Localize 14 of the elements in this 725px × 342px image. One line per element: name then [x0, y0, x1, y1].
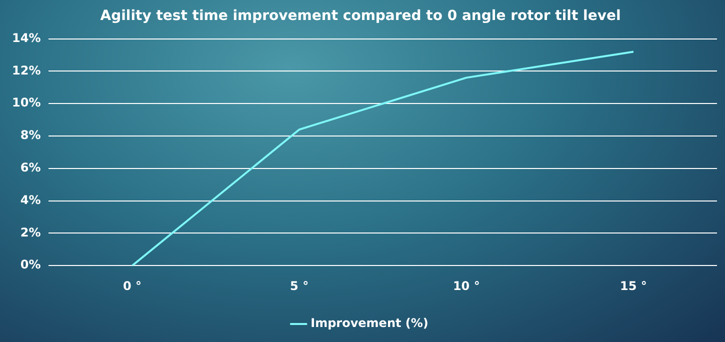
x-tick-label: 10 ° — [452, 278, 480, 293]
y-tick-label: 2% — [20, 225, 41, 240]
y-tick-label: 12% — [12, 63, 41, 78]
legend-label: Improvement (%) — [310, 316, 428, 330]
x-tick-label: 5 ° — [290, 278, 309, 293]
chart-title: Agility test time improvement compared to 0 angle rotor tilt level — [100, 8, 621, 24]
x-tick-label: 0 ° — [122, 278, 142, 293]
x-tick-label: 15 ° — [620, 278, 647, 293]
y-tick-label: 14% — [12, 30, 41, 45]
y-tick-label: 0% — [20, 258, 41, 272]
y-tick-label: 4% — [20, 192, 41, 207]
y-tick-label: 10% — [12, 96, 41, 110]
y-tick-label: 8% — [20, 128, 41, 142]
y-tick-label: 6% — [20, 160, 41, 175]
